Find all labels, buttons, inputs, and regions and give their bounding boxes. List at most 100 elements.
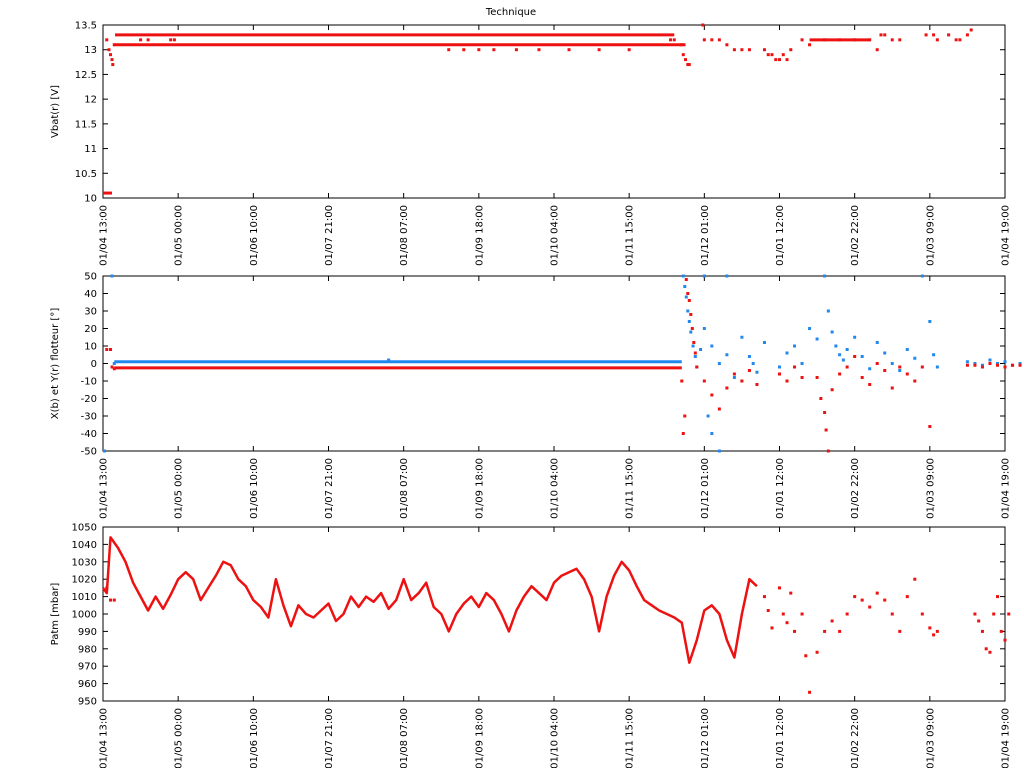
x-tick-label: 01/07 21:00	[324, 708, 335, 768]
data-point	[680, 43, 684, 47]
data-point	[905, 348, 909, 351]
x-tick-label: 01/11 15:00	[625, 205, 636, 266]
data-point	[808, 690, 812, 694]
data-point	[702, 274, 706, 278]
data-point	[965, 33, 969, 37]
data-point	[819, 397, 823, 400]
data-point	[883, 369, 887, 372]
data-point	[823, 274, 827, 278]
data-point	[683, 414, 687, 418]
x-tick-label: 01/12 01:00	[700, 708, 711, 768]
y-tick-label: 0	[91, 359, 97, 370]
data-point	[106, 191, 110, 195]
data-point	[898, 629, 902, 633]
data-point	[920, 612, 924, 616]
data-point	[492, 48, 496, 52]
data-point	[109, 348, 113, 351]
y-tick-label: 1050	[72, 523, 97, 534]
data-point	[537, 48, 541, 52]
x-tick-label: 01/02 22:00	[850, 458, 861, 519]
y-tick-label: 12	[84, 95, 97, 106]
data-point	[702, 38, 706, 42]
data-point	[692, 341, 696, 344]
data-point	[984, 647, 988, 651]
data-point	[687, 320, 691, 323]
data-point	[514, 48, 518, 52]
y-axis-label: X(b) et Y(r) flotteur [°]	[50, 308, 61, 420]
data-point	[725, 353, 729, 357]
data-point	[740, 379, 744, 383]
x-tick-label: 01/06 10:00	[249, 205, 260, 266]
data-point	[793, 629, 797, 633]
data-point	[924, 33, 928, 37]
data-point	[890, 612, 894, 616]
data-point	[815, 337, 819, 341]
x-tick-label: 01/09 18:00	[474, 708, 485, 768]
data-point	[1003, 365, 1007, 369]
data-point	[778, 365, 781, 369]
x-tick-label: 01/03 09:00	[925, 458, 936, 519]
data-point	[988, 362, 992, 365]
data-point	[717, 407, 721, 411]
data-point	[935, 365, 939, 369]
y-tick-label: 11	[84, 144, 97, 155]
y-tick-label: 1010	[72, 592, 97, 603]
y-tick-label: -50	[81, 447, 97, 458]
data-point	[747, 369, 751, 372]
data-point	[785, 621, 789, 625]
data-point	[838, 372, 842, 376]
data-point	[710, 38, 714, 42]
data-point	[841, 358, 845, 362]
data-point	[785, 351, 789, 355]
data-point	[995, 363, 999, 367]
data-point	[112, 43, 116, 47]
x-tick-label: 01/10 04:00	[550, 205, 561, 266]
data-point	[785, 379, 789, 383]
x-tick-label: 01/08 07:00	[399, 205, 410, 266]
data-point	[1003, 360, 1007, 364]
data-point	[992, 612, 996, 616]
data-point	[766, 609, 770, 613]
data-point	[860, 376, 864, 379]
data-point	[973, 612, 977, 616]
data-point	[958, 38, 962, 42]
data-point	[701, 23, 705, 27]
data-point	[838, 353, 842, 357]
data-point	[169, 38, 173, 42]
data-point	[387, 358, 391, 362]
data-point	[879, 33, 883, 37]
data-point	[800, 362, 804, 365]
data-point	[781, 612, 785, 616]
data-point	[111, 63, 115, 67]
data-point	[477, 48, 481, 52]
data-point	[932, 353, 936, 357]
data-point	[717, 362, 721, 365]
x-tick-label: 01/09 18:00	[474, 205, 485, 266]
data-point	[838, 629, 842, 633]
data-point	[928, 425, 932, 428]
data-point	[890, 386, 894, 390]
data-point	[883, 351, 887, 355]
data-point	[680, 379, 684, 383]
data-point	[681, 274, 685, 278]
data-point	[834, 344, 838, 348]
y-tick-label: -40	[81, 429, 97, 440]
data-point	[627, 48, 631, 52]
data-point	[793, 365, 797, 369]
data-point	[689, 313, 693, 316]
x-tick-label: 01/07 21:00	[324, 205, 335, 266]
plot-frame	[102, 526, 1006, 702]
x-tick-label: 01/06 10:00	[249, 458, 260, 519]
data-point	[988, 650, 992, 654]
data-point	[1003, 638, 1007, 642]
data-point	[932, 633, 936, 637]
data-point	[913, 379, 917, 383]
data-point	[686, 309, 690, 313]
data-point	[890, 38, 894, 42]
y-tick-label: -30	[81, 412, 97, 423]
data-point	[740, 335, 744, 339]
data-point	[687, 299, 691, 302]
data-point	[988, 358, 992, 362]
data-point	[920, 365, 924, 369]
data-point	[913, 356, 917, 360]
